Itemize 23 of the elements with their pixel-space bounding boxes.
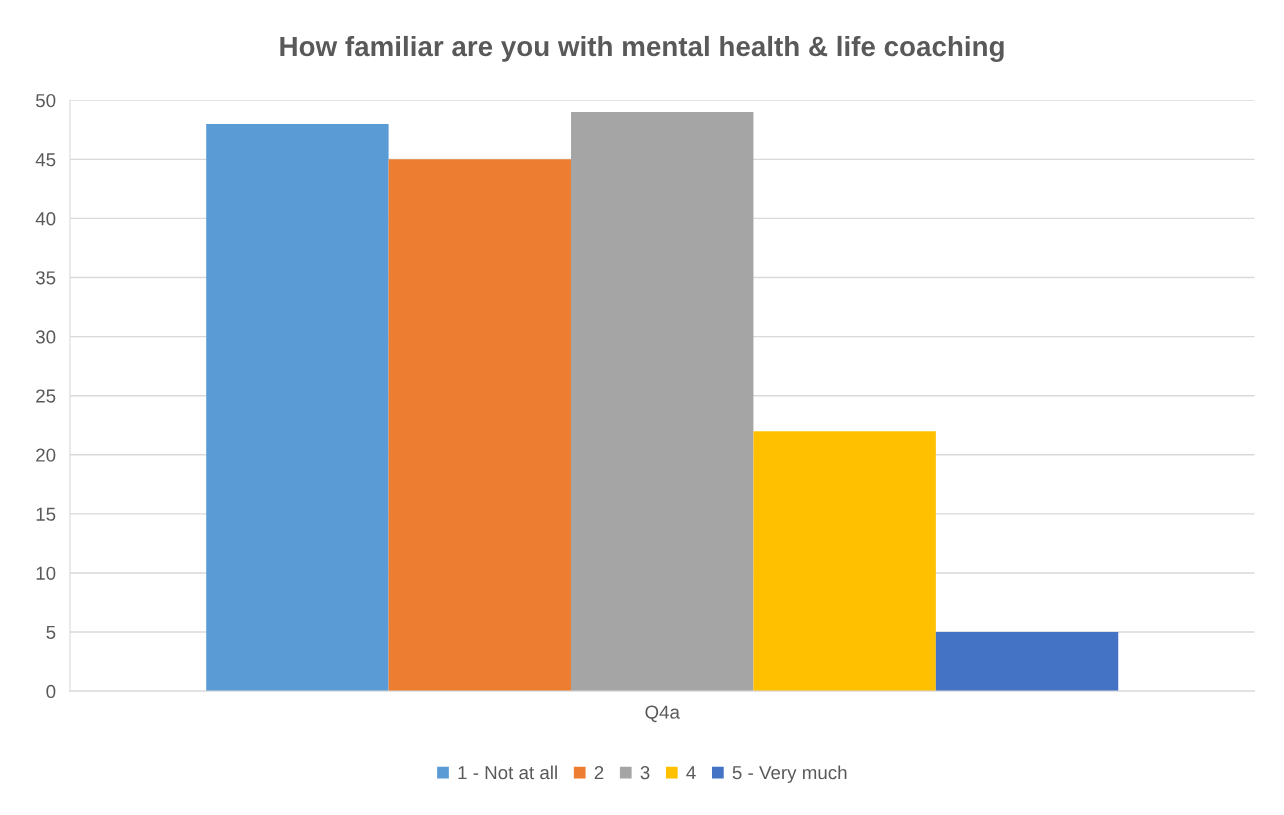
bar: [571, 112, 754, 692]
legend-label: 4: [686, 766, 696, 780]
y-tick-label: 20: [36, 448, 56, 462]
y-tick-label: 0: [46, 684, 56, 699]
legend-label: 1 - Not at all: [458, 765, 557, 780]
y-tick-label: 45: [35, 153, 56, 167]
y-tick-label: 10: [36, 566, 56, 580]
y-tick-label: 15: [36, 507, 56, 521]
bar: [388, 159, 572, 692]
y-tick-label: 30: [35, 330, 56, 344]
y-tick-label: 50: [35, 93, 56, 108]
legend-label: 5 - Very much: [732, 765, 847, 783]
y-tick-label: 25: [36, 389, 56, 403]
legend-label: 2: [594, 766, 604, 780]
y-tick-label: 5: [46, 625, 56, 640]
y-tick-label: 35: [35, 271, 56, 285]
bar: [206, 123, 389, 692]
legend-label: 3: [640, 766, 650, 780]
y-tick-label: 40: [35, 212, 56, 226]
bar: [753, 431, 936, 692]
bar: [935, 632, 1119, 692]
chart-title: How familiar are you with mental health & life coaching: [280, 35, 1004, 62]
x-tick-label: Q4a: [645, 705, 680, 723]
